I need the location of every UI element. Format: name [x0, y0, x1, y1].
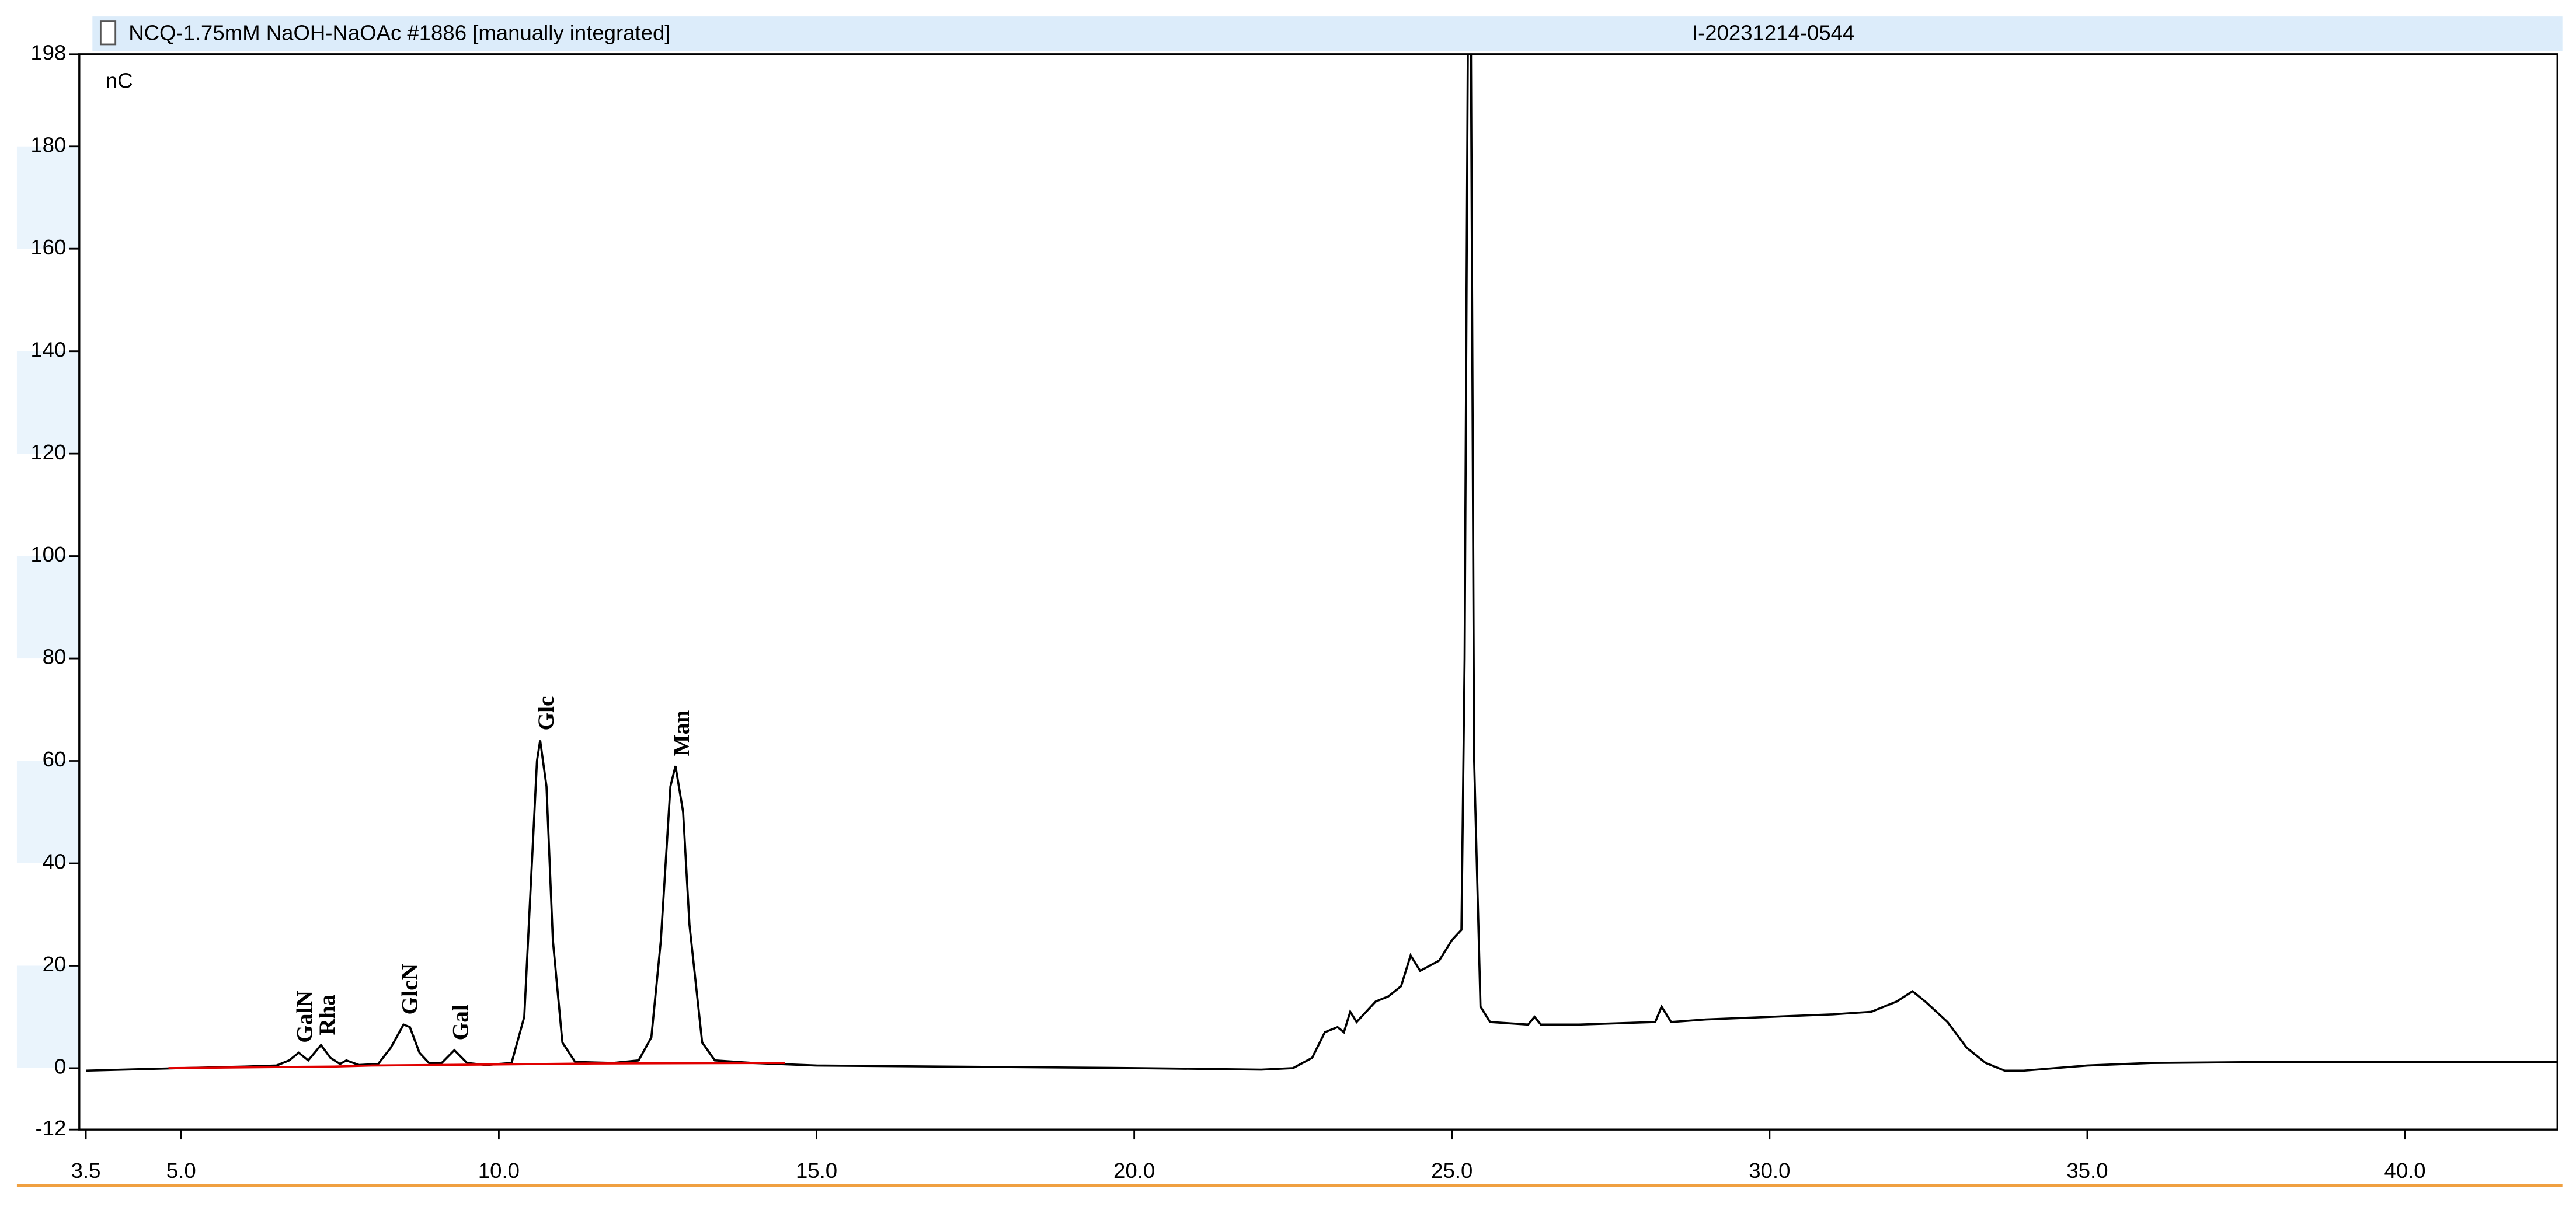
y-axis-bands [16, 146, 79, 1068]
header-bar [92, 16, 2563, 51]
header-icon [99, 20, 117, 46]
trace [168, 1062, 785, 1069]
y-tick-label: 140 [30, 337, 66, 361]
y-tick-label: -12 [35, 1116, 66, 1140]
y-band [16, 351, 79, 454]
y-band [16, 146, 79, 249]
peak-label: GalN [292, 991, 318, 1043]
peak-label: Glc [533, 696, 559, 731]
x-tick-label: 5.0 [166, 1159, 196, 1183]
y-tick-label: 20 [43, 952, 67, 976]
trace [86, 54, 2558, 1072]
x-tick-label: 35.0 [2066, 1159, 2108, 1183]
y-band [16, 556, 79, 659]
x-tick-label: 20.0 [1113, 1159, 1155, 1183]
y-axis-unit: nC [106, 68, 133, 92]
plot-frame [78, 53, 2558, 1131]
y-tick-label: 80 [43, 645, 67, 669]
x-tick-label: 30.0 [1749, 1159, 1790, 1183]
y-band [16, 761, 79, 863]
y-tick-label: 160 [30, 235, 66, 259]
x-tick-label: 25.0 [1431, 1159, 1473, 1183]
y-tick-label: 120 [30, 440, 66, 464]
sample-id: I-20231214-0544 [1692, 21, 1854, 45]
peak-label: Man [669, 710, 694, 756]
peak-label: Rha [314, 994, 340, 1035]
y-tick-label: 0 [54, 1055, 66, 1079]
x-tick-label: 10.0 [478, 1159, 520, 1183]
y-tick-label: 60 [43, 747, 67, 771]
chart-title: NCQ-1.75mM NaOH-NaOAc #1886 [manually in… [128, 21, 670, 45]
y-tick-label: 40 [43, 850, 67, 874]
y-band [16, 965, 79, 1068]
x-tick-label: 3.5 [71, 1159, 101, 1183]
y-tick-label: 198 [30, 40, 66, 64]
peak-label: GlcN [396, 964, 422, 1014]
peak-label: Gal [447, 1005, 473, 1040]
x-tick-label: 15.0 [796, 1159, 837, 1183]
x-tick-label: 40.0 [2384, 1159, 2426, 1183]
y-tick-label: 180 [30, 132, 66, 156]
y-tick-label: 100 [30, 542, 66, 566]
